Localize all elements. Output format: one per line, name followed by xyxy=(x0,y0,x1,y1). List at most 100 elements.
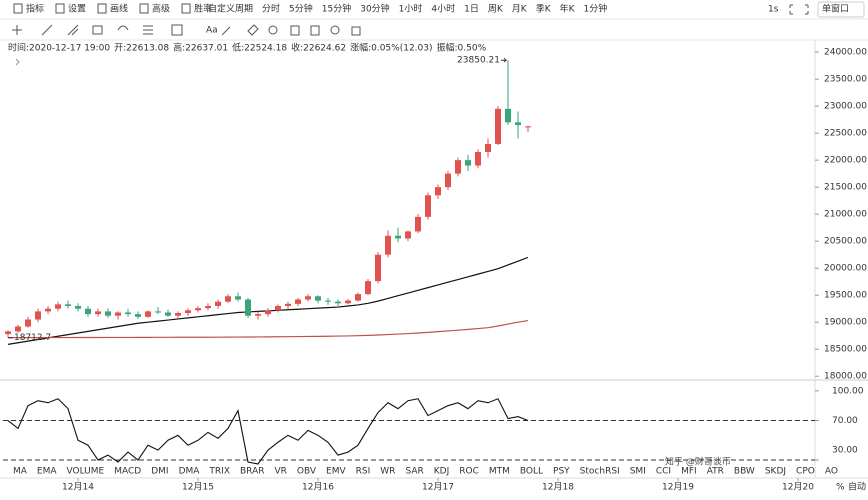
indicator-tab[interactable]: SMI xyxy=(630,467,646,477)
indicator-tab[interactable]: DMI xyxy=(151,467,168,477)
window-select[interactable]: 单窗口 xyxy=(822,3,849,15)
candle-body xyxy=(225,296,231,302)
channel-tool[interactable] xyxy=(67,24,79,36)
tool-icon[interactable] xyxy=(13,3,23,14)
indicator-tab[interactable]: SKDJ xyxy=(765,467,786,477)
grid-tool[interactable] xyxy=(171,24,183,36)
candle-body xyxy=(185,310,191,314)
ohlc-info: 高:22637.01 xyxy=(173,42,228,54)
candle-body xyxy=(455,160,461,174)
indicator-tab[interactable]: MACD xyxy=(114,467,141,477)
candle-body xyxy=(195,308,201,311)
axis-auto[interactable]: 自动 xyxy=(848,481,866,493)
indicator-tab[interactable]: CPO xyxy=(796,467,815,477)
indicator-tab[interactable]: ATR xyxy=(707,467,724,477)
fullscreen-icon[interactable] xyxy=(789,4,809,15)
indicator-tab[interactable]: VOLUME xyxy=(67,467,105,477)
indicator-tab[interactable]: AO xyxy=(825,467,838,477)
period-button[interactable]: 15分钟 xyxy=(322,3,351,15)
tool-icon[interactable] xyxy=(97,3,107,14)
magnet-tool[interactable] xyxy=(268,25,278,35)
period-button[interactable]: 自定义周期 xyxy=(208,3,253,15)
indicator-tab[interactable]: RSI xyxy=(356,467,371,477)
text-tool[interactable]: Aa xyxy=(206,26,218,36)
tool-icon[interactable] xyxy=(181,3,191,14)
indicator-tab[interactable]: PSY xyxy=(553,467,570,477)
indicator-tab[interactable]: MA xyxy=(13,467,28,477)
period-button[interactable]: 4小时 xyxy=(431,3,455,15)
indicator-tab[interactable]: VR xyxy=(274,467,286,477)
candle-body xyxy=(115,312,121,316)
line-tool[interactable] xyxy=(41,24,53,36)
y-tick-label: 21000.00 xyxy=(824,210,867,220)
tool-button[interactable]: 高级 xyxy=(152,3,170,15)
high-label: 23850.21 xyxy=(457,56,500,66)
indicator-tab[interactable]: KDJ xyxy=(434,467,450,477)
period-button[interactable]: 5分钟 xyxy=(289,3,313,15)
indicator-tab[interactable]: TRIX xyxy=(208,467,230,477)
period-button[interactable]: 分时 xyxy=(262,3,280,15)
period-button[interactable]: 年K xyxy=(560,3,576,15)
tool-icon[interactable] xyxy=(139,3,149,14)
indicator-tab[interactable]: MTM xyxy=(489,467,510,477)
period-button[interactable]: 月K xyxy=(512,4,528,15)
indicator-tab[interactable]: EMV xyxy=(326,467,346,477)
tool-button[interactable]: 设置 xyxy=(68,4,86,15)
period-button[interactable]: 1日 xyxy=(464,4,479,15)
y-tick-label: 19000.00 xyxy=(824,318,867,328)
tool-icon[interactable] xyxy=(55,3,65,14)
eraser-tool[interactable] xyxy=(247,24,259,36)
tool-button[interactable]: 画线 xyxy=(110,3,128,15)
indicator-tab[interactable]: BRAR xyxy=(240,467,264,477)
candle-body xyxy=(355,294,361,301)
copy-tool[interactable] xyxy=(310,25,320,36)
period-button[interactable]: 周K xyxy=(488,4,504,15)
drawing-tools[interactable] xyxy=(12,24,361,36)
indicator-tab[interactable]: BOLL xyxy=(520,467,543,477)
lock-tool[interactable] xyxy=(290,25,300,36)
crosshair-tool[interactable] xyxy=(12,25,22,35)
candle-body xyxy=(135,314,141,317)
indicator-tab[interactable]: StochRSI xyxy=(580,467,620,477)
indicator-tab[interactable]: ROC xyxy=(459,467,479,477)
y-tick-label: 18000.00 xyxy=(824,372,867,382)
eye-tool[interactable] xyxy=(330,25,340,35)
candle-body xyxy=(95,311,101,315)
period-button[interactable]: 30分钟 xyxy=(360,3,389,15)
candle-body xyxy=(125,312,131,315)
refresh-interval[interactable]: 1s xyxy=(768,5,779,15)
candle-body xyxy=(485,143,491,153)
candle-body xyxy=(235,296,241,300)
window-select-box[interactable] xyxy=(817,1,865,18)
indicator-tab[interactable]: SAR xyxy=(405,467,423,477)
ohlc-info: 开:22613.08 xyxy=(114,43,169,54)
brush-tool[interactable] xyxy=(221,26,231,36)
period-button[interactable]: 1小时 xyxy=(399,3,423,15)
y-tick-label: 18500.00 xyxy=(824,345,867,355)
indicator-tab[interactable]: WR xyxy=(380,467,395,477)
fib-tool[interactable] xyxy=(143,25,153,35)
candle-body xyxy=(245,299,251,316)
collapse-arrow[interactable] xyxy=(15,58,20,66)
axis-percent[interactable]: % xyxy=(836,483,845,493)
indicator-tab[interactable]: OBV xyxy=(297,467,317,477)
high-arrow xyxy=(501,57,508,63)
candle-body xyxy=(445,173,451,188)
indicator-tab[interactable]: BBW xyxy=(734,467,755,477)
period-button[interactable]: 1分钟 xyxy=(584,3,608,15)
x-tick-label: 12月20 xyxy=(782,482,814,493)
rect-tool[interactable] xyxy=(92,25,103,35)
candle-body xyxy=(315,296,321,301)
indicator-tab[interactable]: CCI xyxy=(656,467,671,477)
delete-tool[interactable] xyxy=(351,26,361,36)
candle-body xyxy=(155,311,161,313)
ohlc-info: 收:22624.62 xyxy=(291,42,346,54)
indicator-tab[interactable]: MFI xyxy=(681,467,697,477)
curve-tool[interactable] xyxy=(117,25,129,31)
indicator-tab[interactable]: DMA xyxy=(179,467,201,477)
tool-button[interactable]: 指标 xyxy=(26,3,44,15)
indicator-tab[interactable]: EMA xyxy=(37,467,57,477)
candle-body xyxy=(385,235,391,255)
period-button[interactable]: 季K xyxy=(536,3,552,15)
tool-button[interactable]: 胜率 xyxy=(194,3,212,15)
